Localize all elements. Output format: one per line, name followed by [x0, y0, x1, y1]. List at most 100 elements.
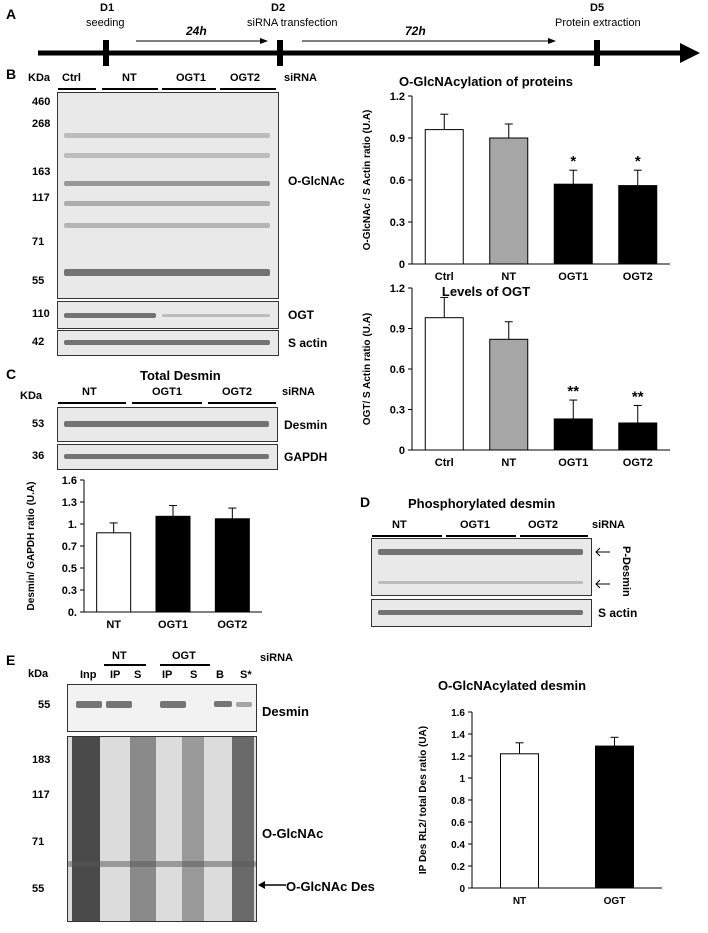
marker-117-e: 117 — [32, 789, 50, 801]
label-oglcnac-b: O-GlcNAc — [288, 174, 345, 188]
panel-d-lane-nt: NT — [392, 519, 407, 531]
bar — [618, 422, 658, 451]
d5-day: D5 — [590, 2, 605, 14]
bar — [155, 515, 191, 613]
y-tick-label: 0.6 — [390, 175, 405, 187]
y-tick-label: 0. — [68, 607, 77, 619]
y-tick-label: 1. — [68, 519, 77, 531]
y-tick-label: 0.2 — [451, 862, 465, 873]
chart-ogt-levels: Levels of OGT OGT/ S Actin ratio (U.A) 0 0.… — [362, 283, 670, 469]
marker-163: 163 — [32, 166, 51, 178]
oglcnac-des-arrow — [258, 881, 286, 889]
label-gapdh: GAPDH — [284, 450, 328, 464]
bar — [489, 338, 529, 451]
y-tick-label: 1 — [459, 774, 465, 785]
panel-b-lane-ctrl: Ctrl — [62, 72, 81, 84]
panel-e-sirna: siRNA — [260, 652, 294, 664]
category-label: NT — [106, 619, 121, 631]
significance-mark: ** — [632, 388, 644, 405]
panel-e-letter: E — [6, 652, 16, 668]
panel-d-lane-ogt1: OGT1 — [460, 519, 490, 531]
blot-s-actin-d — [371, 599, 592, 627]
panel-c-lane-ogt2: OGT2 — [222, 386, 252, 398]
panel-c-title: Total Desmin — [140, 368, 221, 383]
panel-b-lane-nt: NT — [122, 72, 137, 84]
chart-title: Levels of OGT — [442, 284, 530, 299]
marker-268: 268 — [32, 118, 51, 130]
y-tick-label: 1.2 — [451, 752, 465, 763]
category-label: OGT1 — [158, 619, 188, 631]
label-ogt: OGT — [288, 308, 314, 322]
category-label: Ctrl — [435, 271, 454, 283]
category-label: Ctrl — [435, 457, 454, 469]
timeline-arrow — [38, 38, 700, 66]
label-desmin-c: Desmin — [284, 418, 328, 432]
y-axis-label: IP Des RL2/ total Des ratio (UA) — [418, 726, 429, 874]
marker-71-e: 71 — [32, 836, 45, 848]
bar — [595, 745, 634, 889]
y-tick-label: 0.3 — [62, 585, 77, 597]
blot-gapdh — [57, 444, 278, 470]
panel-e-kda: kDa — [28, 668, 49, 680]
y-tick-label: 0.6 — [390, 364, 405, 376]
bar — [96, 532, 132, 613]
y-tick-label: 1.6 — [451, 708, 465, 719]
panel-b-sirna: siRNA — [284, 72, 318, 84]
marker-183: 183 — [32, 754, 51, 766]
y-tick-label: 1.4 — [451, 730, 465, 741]
panel-e-group-ogt: OGT — [172, 650, 196, 662]
panel-b-lane-ogt1: OGT1 — [176, 72, 206, 84]
y-tick-label: 0 — [399, 259, 405, 271]
bar — [553, 418, 593, 451]
y-axis-label: Desmin/ GAPDH ratio (U.A) — [26, 482, 37, 611]
marker-460: 460 — [32, 96, 51, 108]
y-tick-label: 0.9 — [390, 133, 405, 145]
blot-oglcnac — [57, 92, 279, 299]
panel-e-lane-inp: Inp — [80, 669, 97, 681]
y-tick-label: 0.3 — [390, 405, 405, 417]
d2-event: siRNA transfection — [247, 17, 338, 29]
y-tick-label: 0.8 — [451, 796, 465, 807]
significance-mark: * — [570, 153, 576, 170]
panel-e-lane-s-star: S* — [240, 669, 252, 681]
bar — [424, 317, 464, 451]
category-label: OGT1 — [558, 457, 588, 469]
panel-e-group-nt: NT — [112, 650, 127, 662]
chart-title: O-GlcNAcylated desmin — [438, 678, 586, 693]
marker-117: 117 — [32, 192, 50, 204]
marker-42: 42 — [32, 336, 45, 348]
y-axis-label: O-GlcNAc / S Actin ratio (U.A) — [362, 110, 373, 251]
interval-24h: 24h — [186, 24, 207, 38]
d1-day: D1 — [100, 2, 115, 14]
bar — [553, 183, 593, 265]
y-tick-label: 0.6 — [451, 818, 465, 829]
bar — [489, 137, 529, 265]
panel-c-sirna: siRNA — [282, 386, 316, 398]
blot-desmin-e — [67, 684, 257, 732]
label-s-actin-d: S actin — [598, 606, 638, 620]
category-label: OGT1 — [558, 271, 588, 283]
significance-mark: * — [635, 153, 641, 170]
panel-b-lane-ogt2: OGT2 — [230, 72, 260, 84]
bar — [618, 185, 658, 265]
panel-e-lane-ip-nt: IP — [110, 669, 121, 681]
chart-title: O-GlcNAcylation of proteins — [399, 74, 573, 89]
marker-55-e: 55 — [32, 883, 45, 895]
blot-oglcnac-e — [67, 736, 257, 922]
y-axis-label: OGT/ S Actin ratio (U.A) — [362, 313, 373, 425]
label-s-actin-b: S actin — [288, 336, 328, 350]
marker-36: 36 — [32, 450, 45, 462]
category-label: NT — [501, 271, 516, 283]
marker-71: 71 — [32, 236, 45, 248]
category-label: OGT2 — [217, 619, 247, 631]
bar — [424, 129, 464, 265]
blot-s-actin-b — [57, 330, 279, 356]
category-label: OGT2 — [623, 457, 653, 469]
chart-total-desmin: Desmin/ GAPDH ratio (U.A) 0. 0.3 0.5 0.7 1. 1.… — [26, 475, 262, 631]
bar — [214, 518, 250, 613]
y-tick-label: 0 — [399, 445, 405, 457]
panel-d-sirna: siRNA — [592, 519, 626, 531]
panel-d-title: Phosphorylated desmin — [408, 496, 556, 511]
y-tick-label: 0.9 — [390, 324, 405, 336]
category-label: OGT2 — [623, 271, 653, 283]
